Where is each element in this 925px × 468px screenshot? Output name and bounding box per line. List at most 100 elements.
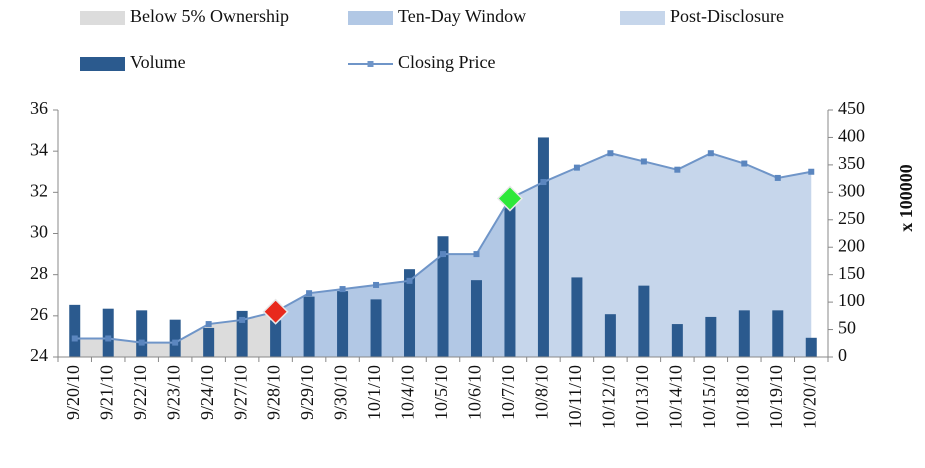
price-marker: [473, 251, 480, 258]
price-marker: [105, 335, 112, 342]
price-marker: [741, 160, 748, 167]
y2-axis-label: x 100000: [896, 164, 916, 232]
price-marker: [138, 339, 145, 346]
x-tick-label: 9/30/10: [331, 365, 351, 420]
x-tick-label: 10/4/10: [398, 365, 418, 420]
y2-tick-label: 150: [838, 263, 865, 283]
x-tick-label: 9/23/10: [163, 365, 183, 420]
y2-tick-label: 250: [838, 208, 865, 228]
volume-bar: [136, 310, 148, 357]
price-marker: [607, 150, 614, 157]
x-tick-label: 9/20/10: [63, 365, 83, 420]
volume-bar: [236, 310, 248, 357]
y-tick-label: 36: [30, 98, 48, 118]
x-tick-label: 10/13/10: [632, 365, 652, 429]
area: [74, 311, 276, 357]
event-marker: [262, 298, 289, 325]
y2-tick-label: 50: [838, 318, 856, 338]
y2-tick-label: 300: [838, 180, 865, 200]
price-marker: [540, 179, 547, 186]
volume-bar: [370, 299, 382, 357]
volume-bar: [437, 236, 449, 357]
volume-bar: [638, 285, 650, 357]
x-tick-label: 9/29/10: [297, 365, 317, 420]
legend-label: Ten-Day Window: [398, 6, 526, 26]
volume-bar: [404, 269, 416, 357]
volume-bar: [102, 308, 114, 357]
y2-tick-label: 450: [838, 98, 865, 118]
volume-bar: [337, 291, 349, 357]
price-marker: [707, 150, 714, 157]
x-tick-label: 9/28/10: [264, 365, 284, 420]
y-tick-label: 26: [30, 304, 48, 324]
price-marker: [339, 286, 346, 293]
volume-bar: [671, 324, 683, 357]
price-marker: [573, 164, 580, 171]
price-marker: [373, 281, 380, 288]
volume-bar: [772, 310, 784, 357]
price-marker: [71, 335, 78, 342]
area: [275, 198, 510, 357]
y-tick-label: 28: [30, 263, 48, 283]
legend-swatch: [348, 11, 393, 25]
price-marker: [239, 316, 246, 323]
area: [509, 153, 812, 357]
event-marker: [496, 185, 524, 212]
y2-tick-label: 350: [838, 153, 865, 173]
x-tick-label: 10/12/10: [599, 365, 619, 429]
volume-bar: [69, 304, 81, 357]
price-marker: [172, 339, 179, 346]
volume-bar: [203, 327, 215, 357]
volume-bar: [604, 314, 616, 357]
x-tick-label: 9/22/10: [130, 365, 150, 420]
x-tick-label: 10/6/10: [465, 365, 485, 420]
x-tick-label: 10/11/10: [565, 365, 585, 428]
y2-tick-label: 400: [838, 126, 865, 146]
volume-bar: [504, 203, 516, 357]
legend-label: Volume: [130, 52, 186, 72]
y-tick-label: 32: [30, 180, 48, 200]
y-tick-label: 24: [30, 345, 48, 365]
volume-bar: [303, 296, 315, 357]
y2-tick-label: 0: [838, 345, 847, 365]
y-tick-label: 30: [30, 222, 48, 242]
price-marker: [808, 168, 815, 175]
price-marker: [640, 158, 647, 165]
x-tick-label: 10/14/10: [665, 365, 685, 429]
x-tick-label: 10/19/10: [766, 365, 786, 429]
price-marker: [774, 174, 781, 181]
legend-swatch: [620, 11, 665, 25]
legend-swatch: [80, 11, 125, 25]
volume-bar: [537, 137, 549, 357]
y2-tick-label: 100: [838, 290, 865, 310]
volume-bar: [270, 320, 282, 357]
x-tick-label: 10/20/10: [799, 365, 819, 429]
x-tick-label: 10/5/10: [431, 365, 451, 420]
volume-bar: [805, 337, 817, 357]
price-marker: [205, 321, 212, 328]
x-tick-label: 10/7/10: [498, 365, 518, 420]
volume-bar: [470, 280, 482, 357]
legend-label: Closing Price: [398, 52, 496, 72]
volume-bar: [738, 310, 750, 357]
x-tick-label: 9/27/10: [230, 365, 250, 420]
x-tick-label: 9/24/10: [197, 365, 217, 420]
volume-bar: [705, 316, 717, 357]
x-tick-label: 10/1/10: [364, 365, 384, 420]
legend-label: Below 5% Ownership: [130, 6, 289, 26]
x-tick-label: 9/21/10: [96, 365, 116, 420]
x-tick-label: 10/18/10: [732, 365, 752, 429]
price-marker: [406, 277, 413, 284]
y-tick-label: 34: [30, 139, 48, 159]
x-tick-label: 10/8/10: [532, 365, 552, 420]
y2-tick-label: 200: [838, 235, 865, 255]
price-marker: [306, 290, 313, 297]
legend-marker: [367, 61, 374, 67]
price-marker: [440, 251, 446, 258]
legend-swatch: [80, 57, 125, 71]
x-tick-label: 10/15/10: [699, 365, 719, 429]
price-marker: [674, 166, 681, 173]
legend-label: Post-Disclosure: [670, 6, 784, 26]
volume-bar: [571, 277, 583, 357]
